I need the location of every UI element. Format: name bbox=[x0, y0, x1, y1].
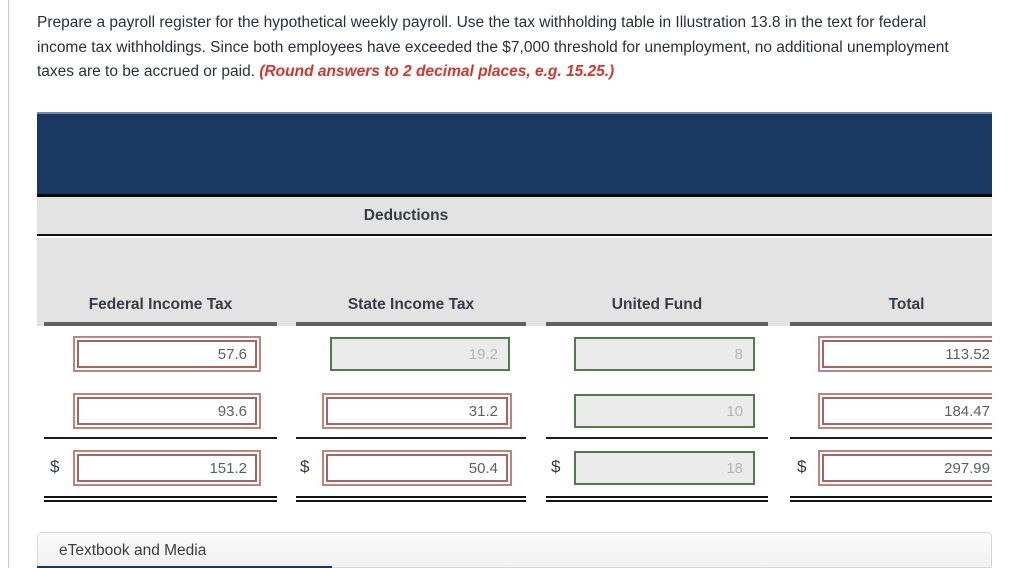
double-rule bbox=[790, 496, 992, 498]
state-tax-total-field bbox=[322, 450, 512, 486]
double-rule bbox=[790, 500, 992, 502]
left-panel-divider bbox=[8, 0, 9, 568]
united-fund-row1-input bbox=[574, 337, 755, 371]
column-underline bbox=[44, 322, 277, 326]
etextbook-media-section[interactable]: eTextbook and Media bbox=[37, 532, 992, 568]
column-header-federal-income-tax: Federal Income Tax bbox=[88, 296, 233, 313]
united-fund-row2-input bbox=[574, 394, 755, 428]
single-rule bbox=[44, 437, 277, 439]
federal-tax-row1-input[interactable] bbox=[77, 340, 257, 368]
problem-statement: Prepare a payroll register for the hypot… bbox=[37, 11, 971, 85]
column-header-band: Federal Income Tax State Income Tax Unit… bbox=[37, 238, 992, 326]
etextbook-media-label: eTextbook and Media bbox=[59, 542, 207, 559]
total-row2-field bbox=[818, 393, 992, 429]
column-underline bbox=[296, 322, 526, 326]
federal-tax-row2-input[interactable] bbox=[77, 397, 257, 425]
column-underline bbox=[790, 322, 992, 326]
total-row1-input[interactable] bbox=[822, 340, 992, 368]
federal-tax-total-input[interactable] bbox=[77, 454, 257, 482]
table-rows-area: $ $ $ $ bbox=[37, 326, 992, 506]
state-tax-row2-input[interactable] bbox=[326, 397, 508, 425]
table-header-band bbox=[37, 112, 992, 197]
double-rule bbox=[44, 500, 277, 502]
state-tax-row2-field bbox=[322, 393, 512, 429]
federal-tax-total-field bbox=[73, 450, 261, 486]
payroll-register-table: Deductions Federal Income Tax State Inco… bbox=[37, 112, 992, 506]
currency-symbol: $ bbox=[300, 457, 310, 476]
deductions-section-band: Deductions bbox=[37, 197, 992, 236]
rounding-note: (Round answers to 2 decimal places, e.g.… bbox=[259, 63, 615, 80]
state-tax-row1-input bbox=[330, 337, 510, 371]
column-header-united-fund: United Fund bbox=[611, 296, 703, 313]
column-header-total: Total bbox=[888, 296, 925, 313]
deductions-header: Deductions bbox=[363, 206, 449, 224]
single-rule bbox=[296, 437, 526, 439]
total-row2-input[interactable] bbox=[822, 397, 992, 425]
single-rule bbox=[790, 437, 992, 439]
problem-statement-text: Prepare a payroll register for the hypot… bbox=[37, 14, 949, 80]
double-rule bbox=[546, 500, 768, 502]
united-fund-total-input bbox=[574, 451, 755, 485]
federal-tax-row1-field bbox=[73, 336, 261, 372]
total-total-field bbox=[818, 450, 992, 486]
currency-symbol: $ bbox=[797, 457, 807, 476]
federal-tax-row2-field bbox=[73, 393, 261, 429]
total-row1-field bbox=[818, 336, 992, 372]
double-rule bbox=[296, 496, 526, 498]
column-underline bbox=[546, 322, 768, 326]
state-tax-total-input[interactable] bbox=[326, 454, 508, 482]
double-rule bbox=[296, 500, 526, 502]
single-rule bbox=[546, 437, 768, 439]
currency-symbol: $ bbox=[551, 457, 561, 476]
cutoff-navy-element-edge bbox=[37, 566, 332, 568]
column-header-state-income-tax: State Income Tax bbox=[347, 296, 475, 313]
double-rule bbox=[44, 496, 277, 498]
currency-symbol: $ bbox=[50, 457, 60, 476]
total-total-input[interactable] bbox=[822, 454, 992, 482]
double-rule bbox=[546, 496, 768, 498]
